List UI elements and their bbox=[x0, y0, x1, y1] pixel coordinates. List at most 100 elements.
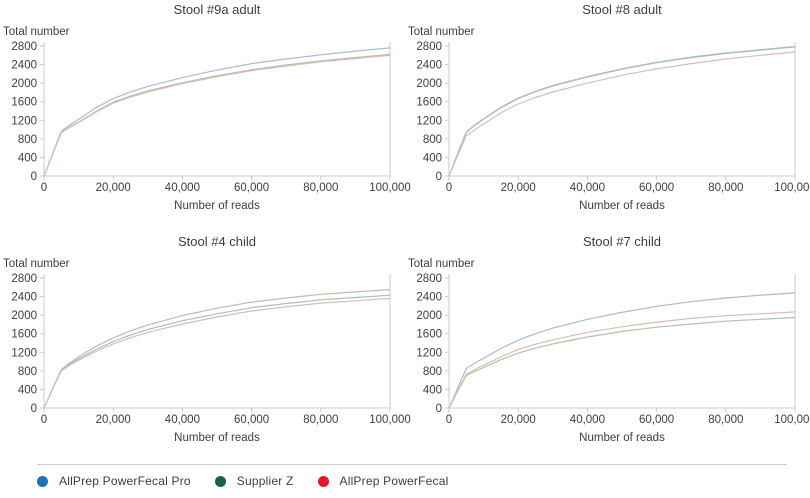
y-tick-label: 2800 bbox=[11, 273, 37, 285]
legend-dot-green-icon bbox=[214, 475, 226, 487]
y-tick-label: 2400 bbox=[11, 60, 37, 72]
chart-title: Stool #7 child bbox=[583, 234, 661, 249]
x-tick-label: 60,000 bbox=[639, 182, 674, 194]
series-line-allprep-powerfecal bbox=[43, 54, 391, 177]
legend-label: AllPrep PowerFecal Pro bbox=[59, 474, 191, 488]
series-line-supplier-z bbox=[448, 46, 796, 177]
y-tick-label: 1200 bbox=[416, 115, 442, 127]
x-tick-label: 100,000 bbox=[369, 182, 411, 194]
y-tick-label: 0 bbox=[31, 403, 37, 415]
x-tick-label: 20,000 bbox=[501, 182, 536, 194]
series-line-allprep-powerfecal bbox=[448, 51, 796, 177]
y-tick-label: 800 bbox=[18, 366, 37, 378]
y-tick-label: 400 bbox=[18, 152, 37, 164]
legend-item-allprep-powerfecal: AllPrep PowerFecal bbox=[317, 474, 449, 488]
y-axis-label: Total number bbox=[408, 258, 475, 270]
x-tick-label: 20,000 bbox=[96, 182, 131, 194]
x-tick-label: 100,000 bbox=[369, 414, 411, 426]
series-line-supplier-z bbox=[448, 316, 796, 409]
y-tick-label: 800 bbox=[423, 366, 442, 378]
y-tick-label: 2800 bbox=[11, 41, 37, 53]
y-tick-label: 0 bbox=[436, 171, 442, 183]
chart-stool-4-child: Stool #4 child Total number 0 400 800 1200 160… bbox=[0, 232, 411, 464]
legend-item-allprep-powerfecal-pro: AllPrep PowerFecal Pro bbox=[37, 474, 191, 488]
y-tick-label: 2000 bbox=[416, 78, 442, 90]
series-line-allprep-powerfecal-pro bbox=[448, 45, 796, 177]
y-axis-label: Total number bbox=[3, 258, 70, 270]
chart-svg: Stool #8 adult Total number 0 400 800 1200 160… bbox=[408, 2, 810, 212]
x-tick-label: 0 bbox=[446, 414, 452, 426]
series-line-supplier-z bbox=[43, 289, 391, 409]
chart-title: Stool #8 adult bbox=[582, 2, 662, 17]
y-tick-label: 1600 bbox=[11, 97, 37, 109]
x-axis-label: Number of reads bbox=[174, 200, 260, 212]
y-tick-label: 1200 bbox=[11, 115, 37, 127]
y-tick-label: 800 bbox=[18, 134, 37, 146]
y-tick-label: 0 bbox=[436, 403, 442, 415]
x-tick-label: 0 bbox=[41, 414, 47, 426]
chart-svg: Stool #9a adult Total number 0 400 800 1200 16… bbox=[3, 2, 411, 212]
chart-stool-8-adult: Stool #8 adult Total number 0 400 800 1200 160… bbox=[405, 0, 810, 232]
legend-item-supplier-z: Supplier Z bbox=[214, 474, 294, 488]
x-tick-label: 20,000 bbox=[96, 414, 131, 426]
y-axis-label: Total number bbox=[408, 26, 475, 38]
y-tick-label: 2000 bbox=[416, 310, 442, 322]
x-tick-label: 60,000 bbox=[234, 182, 269, 194]
legend-label: AllPrep PowerFecal bbox=[339, 474, 449, 488]
y-tick-label: 2800 bbox=[416, 273, 442, 285]
y-tick-label: 2400 bbox=[416, 60, 442, 72]
series-line-allprep-powerfecal bbox=[448, 311, 796, 409]
x-axis-label: Number of reads bbox=[579, 200, 665, 212]
y-tick-label: 1600 bbox=[416, 97, 442, 109]
chart-stool-7-child: Stool #7 child Total number 0 400 800 1200 160… bbox=[405, 232, 810, 464]
y-axis-label: Total number bbox=[3, 26, 70, 38]
y-tick-label: 2000 bbox=[11, 310, 37, 322]
y-tick-label: 800 bbox=[423, 134, 442, 146]
chart-svg: Stool #4 child Total number 0 400 800 1200 160… bbox=[3, 234, 411, 444]
x-tick-label: 40,000 bbox=[570, 182, 605, 194]
x-tick-label: 0 bbox=[446, 182, 452, 194]
y-tick-label: 1600 bbox=[416, 329, 442, 341]
chart-title: Stool #9a adult bbox=[174, 2, 261, 17]
x-axis-label: Number of reads bbox=[579, 432, 665, 444]
y-tick-label: 400 bbox=[423, 152, 442, 164]
x-tick-label: 100,000 bbox=[774, 182, 810, 194]
y-tick-label: 2400 bbox=[416, 292, 442, 304]
legend-items: AllPrep PowerFecal Pro Supplier Z AllPre… bbox=[0, 474, 810, 488]
x-tick-label: 80,000 bbox=[303, 414, 338, 426]
legend-dot-red-icon bbox=[317, 475, 329, 487]
x-tick-label: 80,000 bbox=[303, 182, 338, 194]
series-line-allprep-powerfecal bbox=[43, 297, 391, 409]
x-tick-label: 40,000 bbox=[570, 414, 605, 426]
chart-svg: Stool #7 child Total number 0 400 800 1200 160… bbox=[408, 234, 810, 444]
x-tick-label: 60,000 bbox=[639, 414, 674, 426]
y-tick-label: 1200 bbox=[11, 347, 37, 359]
y-tick-label: 0 bbox=[31, 171, 37, 183]
chart-stool-9a-adult: Stool #9a adult Total number 0 400 800 1200 16… bbox=[0, 0, 411, 232]
chart-title: Stool #4 child bbox=[178, 234, 256, 249]
x-tick-label: 20,000 bbox=[501, 414, 536, 426]
y-tick-label: 2400 bbox=[11, 292, 37, 304]
legend-label: Supplier Z bbox=[236, 474, 294, 488]
legend-dot-blue-icon bbox=[37, 475, 48, 487]
y-tick-label: 1600 bbox=[11, 329, 37, 341]
x-tick-label: 80,000 bbox=[708, 182, 743, 194]
legend-divider bbox=[37, 464, 787, 465]
x-tick-label: 80,000 bbox=[708, 414, 743, 426]
x-tick-label: 0 bbox=[41, 182, 47, 194]
y-tick-label: 400 bbox=[18, 384, 37, 396]
x-tick-label: 40,000 bbox=[165, 414, 200, 426]
y-tick-label: 2000 bbox=[11, 78, 37, 90]
series-line-supplier-z bbox=[43, 53, 391, 177]
legend: AllPrep PowerFecal Pro Supplier Z AllPre… bbox=[0, 464, 810, 498]
charts-grid: Stool #9a adult Total number 0 400 800 1200 16… bbox=[0, 0, 810, 464]
y-tick-label: 400 bbox=[423, 384, 442, 396]
x-tick-label: 60,000 bbox=[234, 414, 269, 426]
x-axis-label: Number of reads bbox=[174, 432, 260, 444]
x-tick-label: 100,000 bbox=[774, 414, 810, 426]
y-tick-label: 2800 bbox=[416, 41, 442, 53]
series-line-allprep-powerfecal-pro bbox=[448, 292, 796, 409]
y-tick-label: 1200 bbox=[416, 347, 442, 359]
x-tick-label: 40,000 bbox=[165, 182, 200, 194]
